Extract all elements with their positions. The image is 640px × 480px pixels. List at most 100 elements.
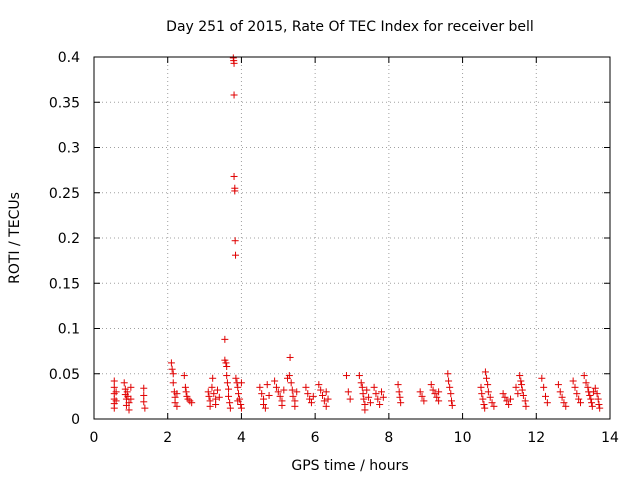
data-point: [344, 388, 352, 396]
data-point: [168, 365, 176, 373]
data-point: [213, 386, 221, 394]
data-point: [215, 393, 223, 401]
data-point: [209, 374, 217, 382]
data-point: [230, 172, 238, 180]
data-point: [478, 390, 486, 398]
tick-labels: 0 2 4 6 8 10 12 14 0 0.05 0.1 0.15 0.2 0.25 0.3 0.35 0.4: [49, 50, 619, 446]
data-point: [225, 385, 233, 393]
data-point: [582, 379, 590, 387]
data-point: [112, 397, 120, 405]
data-point: [286, 353, 294, 361]
plot-frame: [93, 56, 611, 420]
data-point: [140, 391, 148, 399]
data-point: [488, 399, 496, 407]
data-point: [591, 384, 599, 392]
data-point: [516, 372, 524, 380]
data-point: [289, 392, 297, 400]
data-point: [372, 390, 380, 398]
data-point: [518, 386, 526, 394]
data-point: [237, 404, 245, 412]
y-tick-label: 0: [71, 412, 80, 428]
data-point: [237, 401, 245, 409]
data-point: [232, 251, 240, 259]
data-point: [575, 395, 583, 403]
data-point: [427, 381, 435, 389]
data-point: [483, 374, 491, 382]
data-point: [447, 390, 455, 398]
data-point: [234, 397, 242, 405]
data-point: [346, 395, 354, 403]
data-point: [206, 402, 214, 410]
x-tick-label: 2: [163, 430, 172, 446]
data-point: [521, 397, 529, 405]
data-point: [271, 377, 279, 385]
data-point: [287, 379, 295, 387]
data-point: [444, 370, 452, 378]
data-point: [370, 383, 378, 391]
data-point: [435, 388, 443, 396]
data-point: [123, 388, 131, 396]
data-point: [205, 392, 213, 400]
data-point: [445, 377, 453, 385]
data-point: [594, 395, 602, 403]
data-point: [304, 390, 312, 398]
x-tick-label: 0: [90, 430, 99, 446]
data-point: [302, 383, 310, 391]
data-point: [580, 372, 588, 380]
data-point: [322, 388, 330, 396]
data-point: [435, 397, 443, 405]
data-point: [361, 406, 369, 414]
data-point: [512, 383, 520, 391]
data-point: [232, 374, 240, 382]
data-point: [560, 399, 568, 407]
data-point: [501, 393, 509, 401]
grid-lines: [94, 57, 610, 419]
data-point: [396, 393, 404, 401]
data-point: [542, 392, 549, 400]
data-point: [307, 399, 315, 407]
data-point: [256, 383, 264, 391]
data-point: [181, 383, 189, 391]
data-point: [556, 388, 564, 396]
data-point: [589, 388, 597, 396]
data-point: [363, 386, 371, 394]
data-point: [223, 379, 231, 387]
data-point: [595, 401, 603, 409]
data-point: [322, 402, 330, 410]
data-point: [169, 370, 177, 378]
data-point: [234, 390, 242, 398]
data-point: [481, 368, 489, 376]
data-point: [320, 397, 328, 405]
data-point: [127, 383, 135, 391]
data-point: [588, 402, 596, 410]
data-point: [225, 392, 233, 400]
data-point: [317, 386, 325, 394]
data-point: [112, 388, 120, 396]
data-point: [285, 372, 293, 380]
data-point: [230, 59, 238, 67]
data-point: [366, 399, 374, 407]
data-point: [276, 392, 284, 400]
data-point: [173, 390, 181, 398]
data-point: [171, 399, 179, 407]
data-point: [429, 386, 437, 394]
data-point: [263, 381, 271, 389]
data-point: [554, 381, 562, 389]
data-point: [397, 399, 405, 407]
data-point: [446, 383, 454, 391]
data-point: [125, 399, 133, 407]
data-point: [288, 386, 296, 394]
data-point: [274, 388, 282, 396]
data-point: [120, 379, 128, 387]
data-point: [258, 390, 266, 398]
data-point: [223, 372, 231, 380]
y-tick-label: 0.35: [49, 95, 80, 111]
data-point: [141, 404, 149, 412]
y-tick-label: 0.4: [58, 50, 80, 66]
data-point: [360, 395, 368, 403]
data-point: [503, 397, 511, 405]
data-point: [231, 187, 239, 195]
data-point: [221, 335, 229, 343]
data-point: [127, 395, 135, 403]
